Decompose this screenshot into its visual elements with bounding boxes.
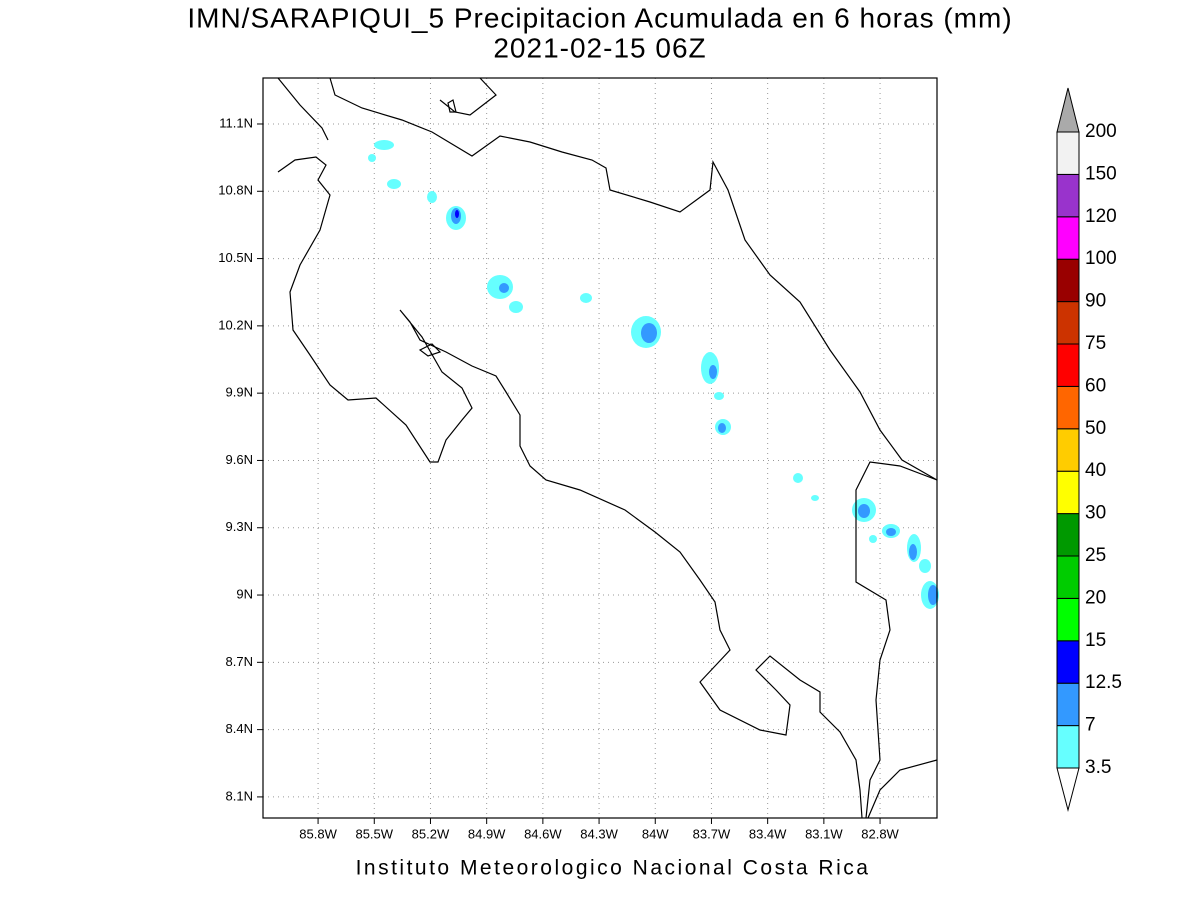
x-tick-label: 83.4W [749, 826, 787, 841]
y-tick-label: 9N [236, 586, 253, 601]
y-tick-label: 8.4N [226, 721, 253, 736]
y-tick-label: 11.1N [219, 115, 253, 130]
precipitation [368, 140, 939, 609]
x-tick-label: 84W [642, 826, 669, 841]
y-tick-label: 9.6N [226, 452, 253, 467]
precip-area [368, 154, 376, 162]
colorbar-box [1056, 385, 1080, 430]
colorbar-label: 25 [1085, 545, 1106, 566]
axes: 85.8W 85.5W 85.2W 84.9W 84.6W 84.3W 84W 83.7W 83… [218, 115, 899, 841]
colorbar-box [1056, 173, 1080, 218]
precip-area [427, 191, 437, 203]
colorbar-box [1056, 131, 1080, 175]
x-tick-label: 84.9W [468, 826, 506, 841]
precip-area [499, 283, 509, 293]
x-tick-label: 83.1W [805, 826, 843, 841]
colorbar: 3.5 7 12.5 15 20 25 30 40 50 60 75 90 100 120 150 200 [1056, 87, 1122, 812]
precip-area [928, 585, 938, 605]
precip-area [709, 365, 717, 379]
precip-area [714, 392, 724, 400]
x-tick-label: 84.6W [524, 826, 562, 841]
y-tick-label: 10.2N [218, 317, 253, 332]
precip-area [858, 504, 870, 518]
colorbar-label: 60 [1085, 375, 1106, 396]
subtitle: 2021-02-15 06Z [493, 32, 706, 63]
x-tick-label: 85.5W [355, 826, 393, 841]
colorbar-box [1056, 597, 1080, 642]
precip-area [641, 323, 657, 343]
coastline [439, 77, 497, 116]
x-tick-label: 85.2W [412, 826, 450, 841]
precip-area [387, 179, 401, 189]
colorbar-box [1056, 682, 1080, 727]
colorbar-label: 7 [1085, 715, 1096, 736]
precip-area [580, 293, 592, 303]
colorbar-box [1056, 470, 1080, 515]
precip-area [886, 528, 896, 536]
y-tick-label: 10.5N [218, 250, 253, 265]
colorbar-label: 50 [1085, 418, 1106, 439]
colorbar-label: 75 [1085, 333, 1106, 354]
y-tick-label: 9.3N [226, 519, 253, 534]
grid [263, 78, 937, 818]
colorbar-label: 12.5 [1085, 672, 1122, 693]
colorbar-label: 15 [1085, 630, 1106, 651]
coastline [277, 156, 863, 819]
precip-area [455, 210, 459, 218]
precip-area [509, 301, 523, 313]
precip-area [374, 140, 394, 150]
precip-area [811, 495, 819, 501]
map-frame [262, 77, 938, 819]
footer: Instituto Meteorologico Nacional Costa R… [356, 857, 871, 880]
colorbar-box [1056, 428, 1080, 472]
colorbar-box [1056, 301, 1080, 345]
x-tick-label: 84.3W [580, 826, 618, 841]
colorbar-label: 150 [1085, 163, 1117, 184]
island [447, 99, 457, 113]
colorbar-label: 200 [1085, 121, 1117, 142]
y-tick-label: 10.8N [218, 183, 253, 198]
coastline [867, 759, 938, 819]
coastlines [277, 77, 938, 819]
y-tick-label: 8.1N [226, 788, 253, 803]
x-tick-label: 85.8W [299, 826, 337, 841]
colorbar-box [1056, 555, 1080, 599]
precip-area [909, 544, 917, 560]
colorbar-label: 3.5 [1085, 757, 1111, 778]
y-tick-label: 9.9N [226, 385, 253, 400]
precip-area [919, 559, 931, 573]
colorbar-box [1056, 513, 1080, 557]
precip-area [869, 535, 877, 543]
border [855, 461, 938, 819]
title: IMN/SARAPIQUI_5 Precipitacion Acumulada … [187, 2, 1012, 33]
colorbar-box [1056, 216, 1080, 260]
coastline [277, 77, 329, 141]
colorbar-label: 90 [1085, 291, 1106, 312]
coastline [329, 77, 938, 481]
colorbar-label: 120 [1085, 206, 1117, 227]
precip-area [793, 473, 803, 483]
colorbar-label: 40 [1085, 460, 1106, 481]
colorbar-label: 20 [1085, 587, 1106, 608]
colorbar-box [1056, 640, 1080, 684]
colorbar-box [1056, 258, 1080, 303]
island [418, 343, 442, 357]
x-tick-label: 83.7W [693, 826, 731, 841]
y-tick-label: 8.7N [226, 654, 253, 669]
precip-area [718, 423, 726, 433]
colorbar-label: 100 [1085, 248, 1117, 269]
colorbar-box [1056, 343, 1080, 387]
colorbar-box [1056, 725, 1080, 769]
colorbar-label: 30 [1085, 503, 1106, 524]
x-tick-label: 82.8W [861, 826, 899, 841]
